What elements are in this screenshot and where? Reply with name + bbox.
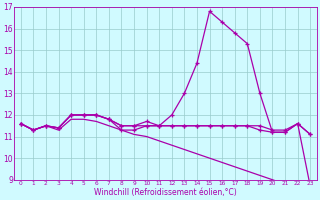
X-axis label: Windchill (Refroidissement éolien,°C): Windchill (Refroidissement éolien,°C) bbox=[94, 188, 237, 197]
